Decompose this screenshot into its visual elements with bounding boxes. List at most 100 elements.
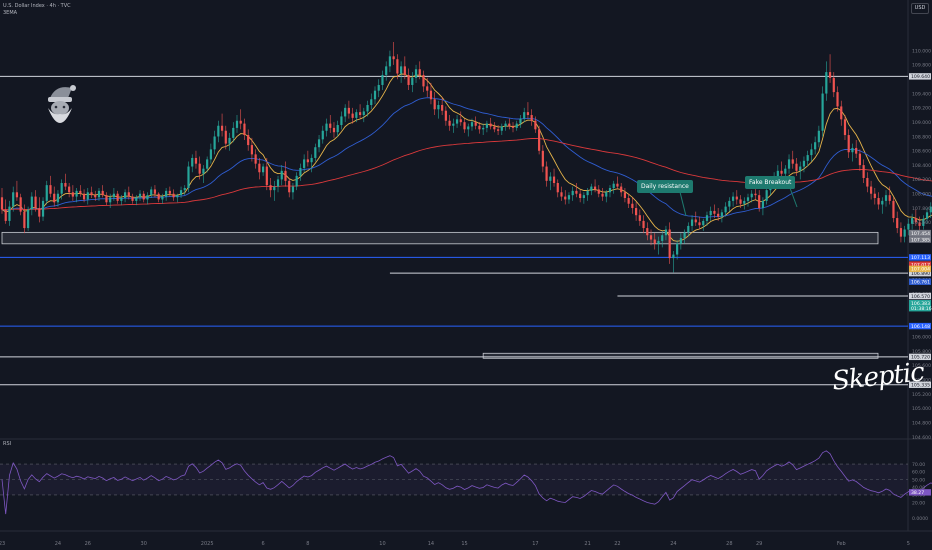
candle-body bbox=[922, 218, 925, 226]
candle-body bbox=[519, 118, 522, 124]
candle bbox=[53, 186, 56, 207]
candle-body bbox=[575, 190, 578, 194]
candle-body bbox=[179, 190, 183, 196]
candle bbox=[30, 192, 33, 216]
candle bbox=[392, 42, 395, 65]
candle bbox=[765, 186, 768, 205]
candle bbox=[45, 180, 48, 205]
candle-body bbox=[556, 182, 559, 193]
candle-body bbox=[232, 127, 235, 138]
candle bbox=[575, 182, 578, 198]
candle bbox=[411, 72, 414, 93]
level-badge bbox=[909, 254, 931, 261]
candle bbox=[635, 202, 638, 221]
candle bbox=[616, 176, 619, 190]
symbol-title: U.S. Dollar Index · 4h · TVC bbox=[3, 3, 71, 9]
candle-body bbox=[377, 84, 380, 91]
candle-body bbox=[235, 120, 239, 128]
candle-body bbox=[23, 211, 26, 229]
candle-body bbox=[284, 170, 287, 181]
candle bbox=[291, 182, 295, 200]
candle bbox=[247, 129, 250, 151]
daily-resistance-pointer bbox=[679, 191, 687, 217]
candle bbox=[176, 193, 179, 203]
candle bbox=[482, 123, 485, 136]
price-tick-label: 109.000 bbox=[912, 120, 931, 126]
price-badge-label: 106.383 bbox=[911, 301, 930, 307]
candle-body bbox=[590, 186, 593, 191]
candle bbox=[452, 118, 455, 133]
candle bbox=[377, 79, 380, 98]
candle-body bbox=[515, 123, 518, 128]
candle-body bbox=[27, 209, 30, 229]
level-badge bbox=[909, 73, 931, 80]
candle-body bbox=[314, 147, 317, 158]
candle bbox=[470, 118, 474, 131]
candle-body bbox=[914, 218, 917, 223]
candle-body bbox=[411, 77, 414, 85]
time-tick-label: 15 bbox=[461, 541, 467, 547]
time-tick-label: 23 bbox=[0, 541, 5, 547]
candle-body bbox=[86, 192, 89, 200]
candle-body bbox=[131, 196, 134, 201]
candle-body bbox=[49, 185, 52, 194]
candle-body bbox=[392, 56, 395, 60]
candle-body bbox=[750, 193, 753, 198]
time-tick-label: 30 bbox=[141, 541, 147, 547]
candle-body bbox=[116, 193, 119, 201]
candle-body bbox=[467, 126, 470, 130]
candle bbox=[869, 180, 873, 200]
candle bbox=[131, 193, 134, 204]
candle bbox=[508, 118, 511, 130]
candle-body bbox=[150, 189, 153, 196]
time-tick-label: 8 bbox=[306, 541, 309, 547]
candle-body bbox=[538, 129, 541, 151]
candle bbox=[23, 204, 26, 234]
candle bbox=[94, 190, 97, 201]
candle bbox=[877, 192, 880, 210]
candle bbox=[265, 157, 268, 191]
candle-body bbox=[0, 197, 4, 210]
candle bbox=[303, 154, 306, 173]
candle bbox=[340, 111, 343, 130]
candle-body bbox=[213, 136, 216, 150]
price-tick-label: 105.000 bbox=[912, 406, 931, 412]
candle-body bbox=[892, 200, 895, 219]
candle-body bbox=[142, 193, 145, 200]
candle-body bbox=[593, 186, 597, 190]
candle bbox=[564, 190, 567, 205]
candle bbox=[355, 109, 358, 123]
candle bbox=[191, 154, 194, 173]
candle bbox=[858, 149, 861, 171]
candle-body bbox=[97, 190, 101, 198]
candle bbox=[810, 143, 813, 162]
level-badge-label: 109.640 bbox=[911, 74, 930, 80]
candle-body bbox=[511, 126, 515, 128]
candle bbox=[485, 120, 488, 133]
candle bbox=[71, 185, 74, 201]
candle-body bbox=[444, 110, 447, 121]
candle bbox=[679, 233, 682, 250]
candle-body bbox=[329, 123, 332, 128]
candle bbox=[661, 230, 664, 248]
candle-body bbox=[463, 122, 466, 130]
candle-body bbox=[459, 119, 462, 123]
candle bbox=[832, 72, 835, 98]
candle-body bbox=[758, 195, 761, 209]
candle-body bbox=[15, 192, 19, 198]
candle-body bbox=[262, 166, 265, 173]
price-tick-label: 108.400 bbox=[912, 163, 931, 169]
candle bbox=[907, 218, 910, 236]
candle bbox=[929, 202, 932, 219]
candle-body bbox=[109, 197, 112, 203]
candle-body bbox=[291, 186, 295, 193]
candle-body bbox=[422, 74, 425, 87]
currency-button[interactable]: USD bbox=[911, 3, 929, 14]
candle bbox=[8, 200, 11, 226]
candle bbox=[429, 82, 433, 105]
candle bbox=[82, 189, 86, 203]
candle-body bbox=[161, 196, 164, 200]
candle-body bbox=[34, 196, 37, 209]
candle-body bbox=[388, 56, 392, 67]
